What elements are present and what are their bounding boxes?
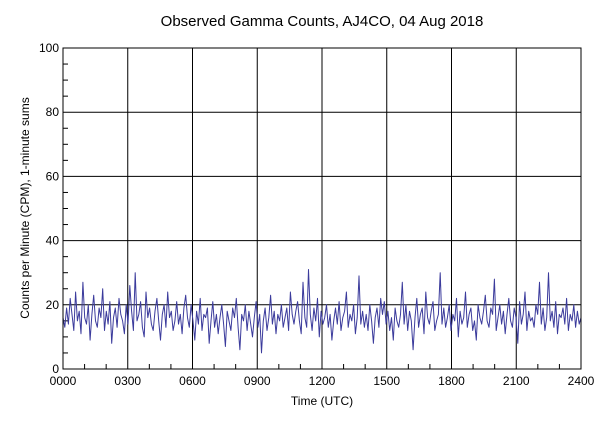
series-line-cpm: [62, 269, 582, 354]
y-tick-label: 0: [52, 362, 59, 376]
plot-frame: [62, 47, 582, 370]
chart-title: Observed Gamma Counts, AJ4CO, 04 Aug 201…: [161, 13, 484, 30]
y-axis-label: Counts per Minute (CPM), 1-minute sums: [18, 97, 32, 318]
x-axis-label: Time (UTC): [291, 394, 353, 408]
x-tick-label: 2400: [568, 374, 595, 388]
x-tick-label: 0900: [244, 374, 271, 388]
y-tick-label: 40: [46, 234, 60, 248]
y-tick-label: 100: [39, 41, 59, 55]
x-tick-label: 0600: [179, 374, 206, 388]
y-tick-label: 60: [46, 169, 60, 183]
x-tick-label: 1200: [309, 374, 336, 388]
x-tick-label: 0000: [50, 374, 77, 388]
x-tick-label: 1800: [438, 374, 465, 388]
y-tick-label: 20: [46, 298, 60, 312]
x-tick-label: 2100: [503, 374, 530, 388]
x-tick-label: 1500: [373, 374, 400, 388]
x-tick-label: 0300: [114, 374, 141, 388]
y-tick-label: 80: [46, 105, 60, 119]
